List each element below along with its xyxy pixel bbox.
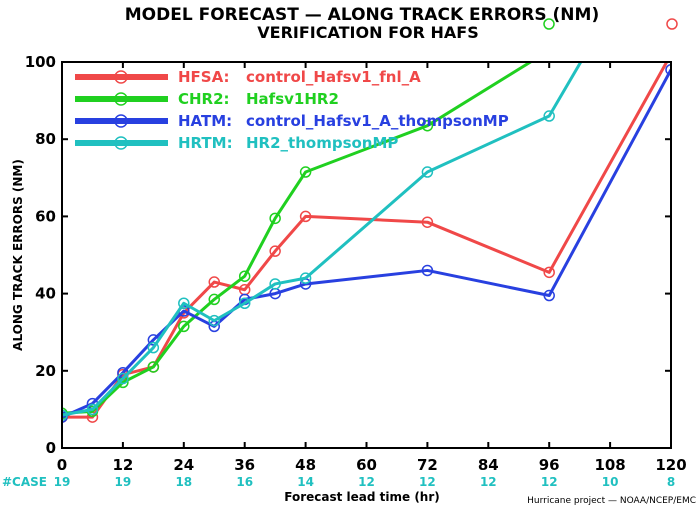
data-point bbox=[178, 297, 190, 309]
data-point bbox=[238, 297, 251, 309]
legend-label: HRTM: bbox=[178, 134, 233, 152]
credit-text: Hurricane project — NOAA/NCEP/EMC bbox=[527, 496, 696, 506]
series-lines bbox=[62, 62, 671, 423]
data-point bbox=[147, 361, 160, 373]
legend-marker bbox=[114, 114, 128, 128]
legend: HFSA: control_Hafsv1_fnl_A CHR2: Hafsv1HR2 H… bbox=[75, 68, 509, 152]
case-count: 12 bbox=[419, 475, 436, 489]
case-count: 18 bbox=[175, 475, 192, 489]
y-tick-label: 100 bbox=[25, 53, 56, 71]
legend-marker bbox=[114, 136, 128, 150]
x-axis-label: Forecast lead time (hr) bbox=[284, 490, 440, 504]
x-tick-label: 0 bbox=[57, 456, 67, 474]
x-tick-label: 12 bbox=[112, 456, 133, 474]
data-point bbox=[117, 372, 129, 385]
legend-marker bbox=[114, 70, 128, 84]
data-point bbox=[147, 341, 160, 354]
legend-label: HATM: bbox=[178, 112, 232, 130]
case-count-label: #CASE bbox=[2, 475, 47, 489]
y-tick-label: 0 bbox=[46, 439, 56, 457]
case-count: 12 bbox=[480, 475, 497, 489]
case-count: 19 bbox=[54, 475, 71, 489]
offscale-point bbox=[543, 18, 555, 30]
plot-frame bbox=[61, 61, 672, 449]
data-point bbox=[208, 293, 220, 306]
data-point bbox=[543, 266, 555, 279]
y-tick-label: 20 bbox=[35, 362, 56, 380]
legend-label: CHR2: bbox=[178, 90, 230, 108]
data-point bbox=[421, 216, 434, 228]
data-point bbox=[543, 110, 555, 122]
y-axis-label: ALONG TRACK ERRORS (NM) bbox=[11, 159, 25, 351]
x-tick-label: 96 bbox=[539, 456, 560, 474]
data-point bbox=[421, 166, 434, 178]
x-tick-label: 120 bbox=[655, 456, 686, 474]
case-count: 16 bbox=[236, 475, 253, 489]
data-point bbox=[178, 320, 190, 333]
data-point bbox=[238, 270, 251, 282]
y-tick-label: 40 bbox=[35, 285, 56, 303]
legend-label: HFSA: bbox=[178, 68, 230, 86]
x-tick-label: 108 bbox=[594, 456, 625, 474]
legend-description: HR2_thompsonMP bbox=[246, 134, 398, 152]
x-tick-label: 60 bbox=[356, 456, 377, 474]
x-tick-label: 72 bbox=[417, 456, 438, 474]
chart-title: MODEL FORECAST — ALONG TRACK ERRORS (NM) bbox=[125, 5, 599, 25]
data-point bbox=[208, 314, 220, 327]
data-point bbox=[665, 63, 671, 76]
y-tick-label: 60 bbox=[35, 207, 56, 225]
legend-description: control_Hafsv1_A_thompsonMP bbox=[246, 112, 509, 130]
case-count: 12 bbox=[358, 475, 375, 489]
case-count: 8 bbox=[667, 475, 675, 489]
case-counts: 19 19 18 16 14 12 12 12 12 10 8 bbox=[54, 475, 676, 489]
legend-description: Hafsv1HR2 bbox=[246, 90, 339, 108]
x-tick-label: 24 bbox=[173, 456, 194, 474]
case-count: 14 bbox=[297, 475, 314, 489]
series-line-1 bbox=[62, 62, 534, 415]
data-point bbox=[299, 210, 312, 223]
axis-ticks: 0 12 24 36 48 60 72 84 96 108 120 0 20 40 60 80 100 bbox=[25, 53, 687, 474]
data-point bbox=[299, 166, 312, 178]
data-point bbox=[421, 264, 434, 277]
data-point bbox=[86, 403, 99, 416]
x-tick-label: 36 bbox=[234, 456, 255, 474]
data-point bbox=[269, 212, 281, 225]
data-point bbox=[299, 272, 312, 284]
case-count: 10 bbox=[602, 475, 619, 489]
data-point bbox=[208, 276, 220, 288]
series-line-3 bbox=[62, 62, 583, 417]
x-tick-label: 84 bbox=[478, 456, 499, 474]
data-point bbox=[421, 119, 434, 132]
data-point bbox=[269, 278, 281, 290]
chart-subtitle: VERIFICATION FOR HAFS bbox=[257, 23, 478, 42]
legend-description: control_Hafsv1_fnl_A bbox=[246, 68, 421, 86]
case-count: 19 bbox=[115, 475, 132, 489]
offscale-point bbox=[666, 18, 678, 30]
case-count: 12 bbox=[541, 475, 558, 489]
y-tick-label: 80 bbox=[35, 130, 56, 148]
data-point bbox=[62, 409, 68, 421]
series-line-0 bbox=[62, 62, 669, 419]
offscale-markers bbox=[543, 18, 678, 30]
data-point bbox=[269, 245, 281, 257]
x-tick-label: 48 bbox=[295, 456, 316, 474]
data-point bbox=[543, 289, 555, 302]
legend-marker bbox=[114, 92, 128, 106]
